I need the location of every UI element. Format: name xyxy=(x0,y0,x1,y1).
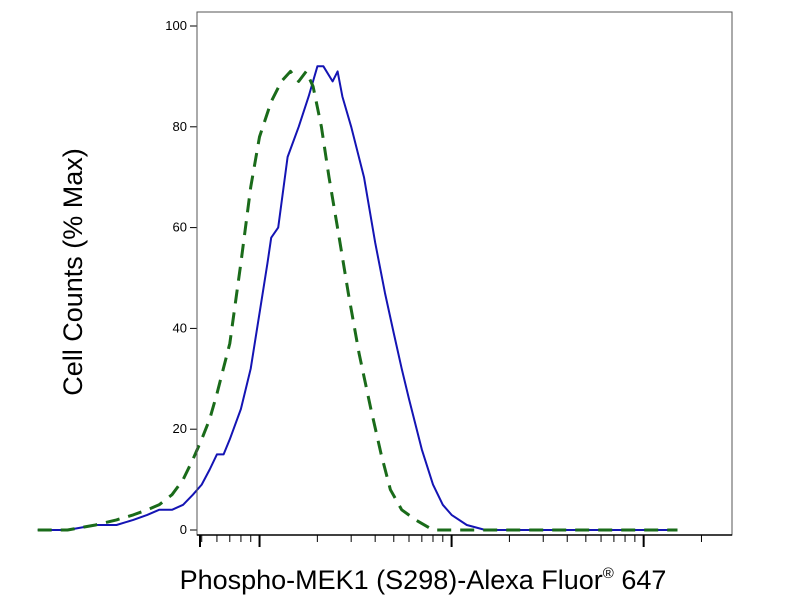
y-tick-label: 60 xyxy=(173,220,187,235)
series-layer xyxy=(37,65,678,532)
x-axis-title-main: Phospho-MEK1 (S298)-Alexa Fluor xyxy=(180,565,603,595)
y-tick-label: 40 xyxy=(173,320,187,335)
x-axis-ticks xyxy=(199,535,702,547)
y-axis-ticks: 0 20 40 60 80 100 xyxy=(165,18,197,537)
x-axis-title-suffix: 647 xyxy=(614,565,667,595)
x-axis-title: Phospho-MEK1 (S298)-Alexa Fluor® 647 xyxy=(180,565,667,595)
y-tick-label: 0 xyxy=(180,522,187,537)
series-line-solid xyxy=(37,65,678,531)
y-tick-label: 80 xyxy=(173,119,187,134)
y-tick-label: 100 xyxy=(165,18,187,33)
y-tick-label: 20 xyxy=(173,421,187,436)
x-axis-title-superscript: ® xyxy=(603,565,614,582)
series-line-dashed xyxy=(37,69,678,532)
y-axis-title: Cell Counts (% Max) xyxy=(58,148,88,396)
